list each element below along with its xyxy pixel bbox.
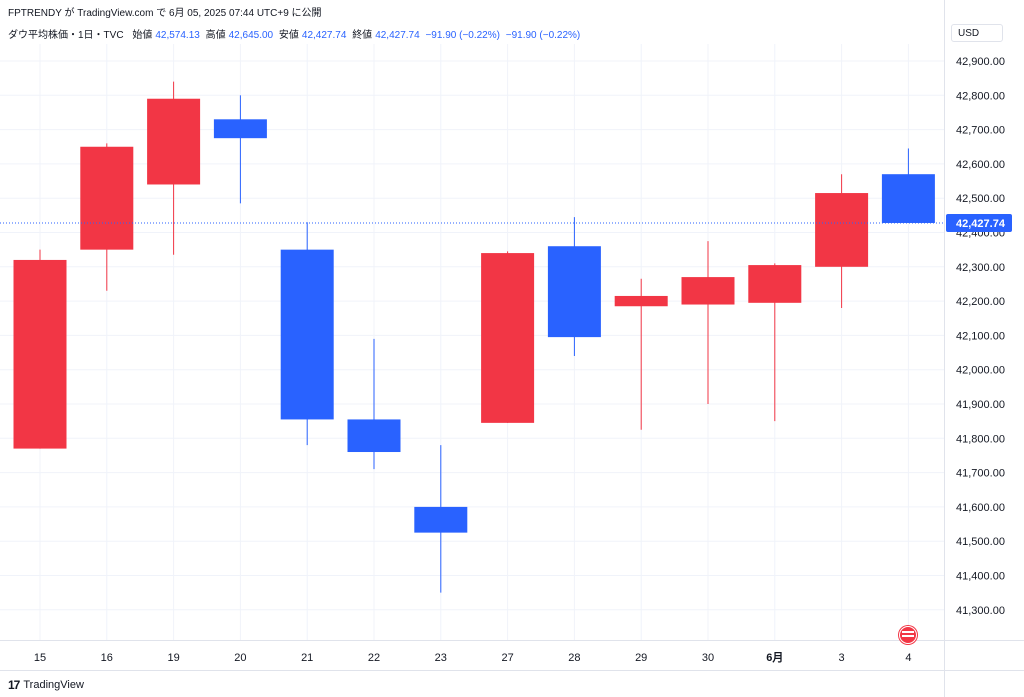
y-tick-label: 42,900.00: [956, 56, 1005, 68]
y-tick-label: 41,500.00: [956, 536, 1005, 548]
y-tick-label: 41,600.00: [956, 502, 1005, 514]
change-value: −91.90 (−0.22%): [425, 30, 500, 41]
y-tick-label: 42,800.00: [956, 90, 1005, 102]
x-tick-label: 28: [568, 652, 580, 664]
candle-body: [13, 259, 67, 449]
last-price-badge: [946, 213, 1012, 232]
ohlc-legend: ダウ平均株価・1日・TVC 始値 42,574.13 高値 42,645.00 安値…: [8, 26, 583, 41]
x-tick-label: 4: [905, 652, 911, 664]
y-tick-label: 41,900.00: [956, 399, 1005, 411]
high-label: 高値: [205, 30, 226, 41]
y-tick-label: 41,800.00: [956, 433, 1005, 445]
x-tick-label: 27: [501, 652, 513, 664]
currency-selector[interactable]: USD: [951, 24, 1003, 42]
candle-body: [681, 277, 735, 305]
x-tick-label: 30: [702, 652, 714, 664]
candle-body: [414, 506, 468, 533]
x-tick-label: 15: [34, 652, 46, 664]
x-tick-label: 29: [635, 652, 647, 664]
candle-body: [147, 98, 201, 185]
y-tick-label: 41,700.00: [956, 468, 1005, 480]
candle-body: [213, 119, 267, 139]
candle-body: [748, 265, 802, 303]
y-tick-label: 42,000.00: [956, 365, 1005, 377]
candle-body: [815, 193, 869, 267]
publish-info: FPTRENDY が TradingView.com で 6月 05, 2025…: [8, 8, 322, 19]
open-label: 始値: [132, 30, 153, 41]
x-tick-label: 6月: [766, 651, 783, 664]
low-label: 安値: [278, 30, 299, 41]
low-value: 42,427.74: [301, 30, 347, 41]
candle-body: [347, 419, 401, 453]
candle-body: [881, 174, 935, 223]
x-tick-label: 19: [167, 652, 179, 664]
x-tick-label: 22: [368, 652, 380, 664]
y-tick-label: 41,300.00: [956, 605, 1005, 617]
candle-body: [481, 253, 535, 423]
x-tick-label: 21: [301, 652, 313, 664]
tradingview-logo-icon: 17: [8, 678, 20, 692]
y-tick-label: 42,200.00: [956, 296, 1005, 308]
y-tick-label: 41,400.00: [956, 571, 1005, 583]
open-value: 42,574.13: [155, 30, 200, 41]
brand-name: TradingView: [23, 679, 84, 691]
change-value-2: −91.90 (−0.22%): [505, 30, 581, 41]
x-tick-label: 23: [435, 652, 447, 664]
y-tick-label: 42,300.00: [956, 262, 1005, 274]
us-flag-icon[interactable]: [899, 626, 917, 644]
candle-body: [547, 246, 601, 338]
footer-brand: 17 TradingView: [8, 678, 84, 692]
x-tick-label: 3: [839, 652, 845, 664]
last-price-label: 42,427.74: [956, 218, 1006, 230]
x-tick-label: 20: [234, 652, 246, 664]
y-tick-label: 42,700.00: [956, 125, 1005, 137]
close-value: 42,427.74: [375, 30, 420, 41]
symbol-label: ダウ平均株価・1日・TVC: [8, 30, 124, 41]
y-tick-label: 42,100.00: [956, 330, 1005, 342]
candle-body: [614, 295, 668, 307]
close-label: 終値: [352, 30, 373, 41]
y-tick-label: 42,500.00: [956, 193, 1005, 205]
candle-body: [80, 146, 134, 250]
candle-body: [280, 249, 334, 420]
y-tick-label: 42,600.00: [956, 159, 1005, 171]
high-value: 42,645.00: [228, 30, 274, 41]
x-tick-label: 16: [101, 652, 113, 664]
